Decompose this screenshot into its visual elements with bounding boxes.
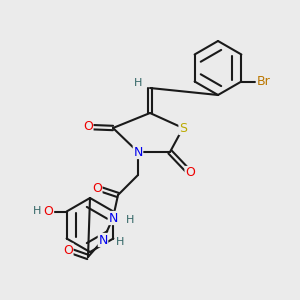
- Text: O: O: [185, 167, 195, 179]
- Text: O: O: [92, 182, 102, 194]
- Text: S: S: [179, 122, 187, 134]
- Text: H: H: [116, 237, 124, 247]
- Text: N: N: [133, 146, 143, 158]
- Text: O: O: [63, 244, 73, 256]
- Text: N: N: [108, 212, 118, 224]
- Text: H: H: [126, 215, 134, 225]
- Text: Br: Br: [256, 75, 270, 88]
- Text: O: O: [44, 205, 54, 218]
- Text: O: O: [83, 121, 93, 134]
- Text: H: H: [32, 206, 41, 217]
- Text: H: H: [134, 78, 142, 88]
- Text: N: N: [98, 233, 108, 247]
